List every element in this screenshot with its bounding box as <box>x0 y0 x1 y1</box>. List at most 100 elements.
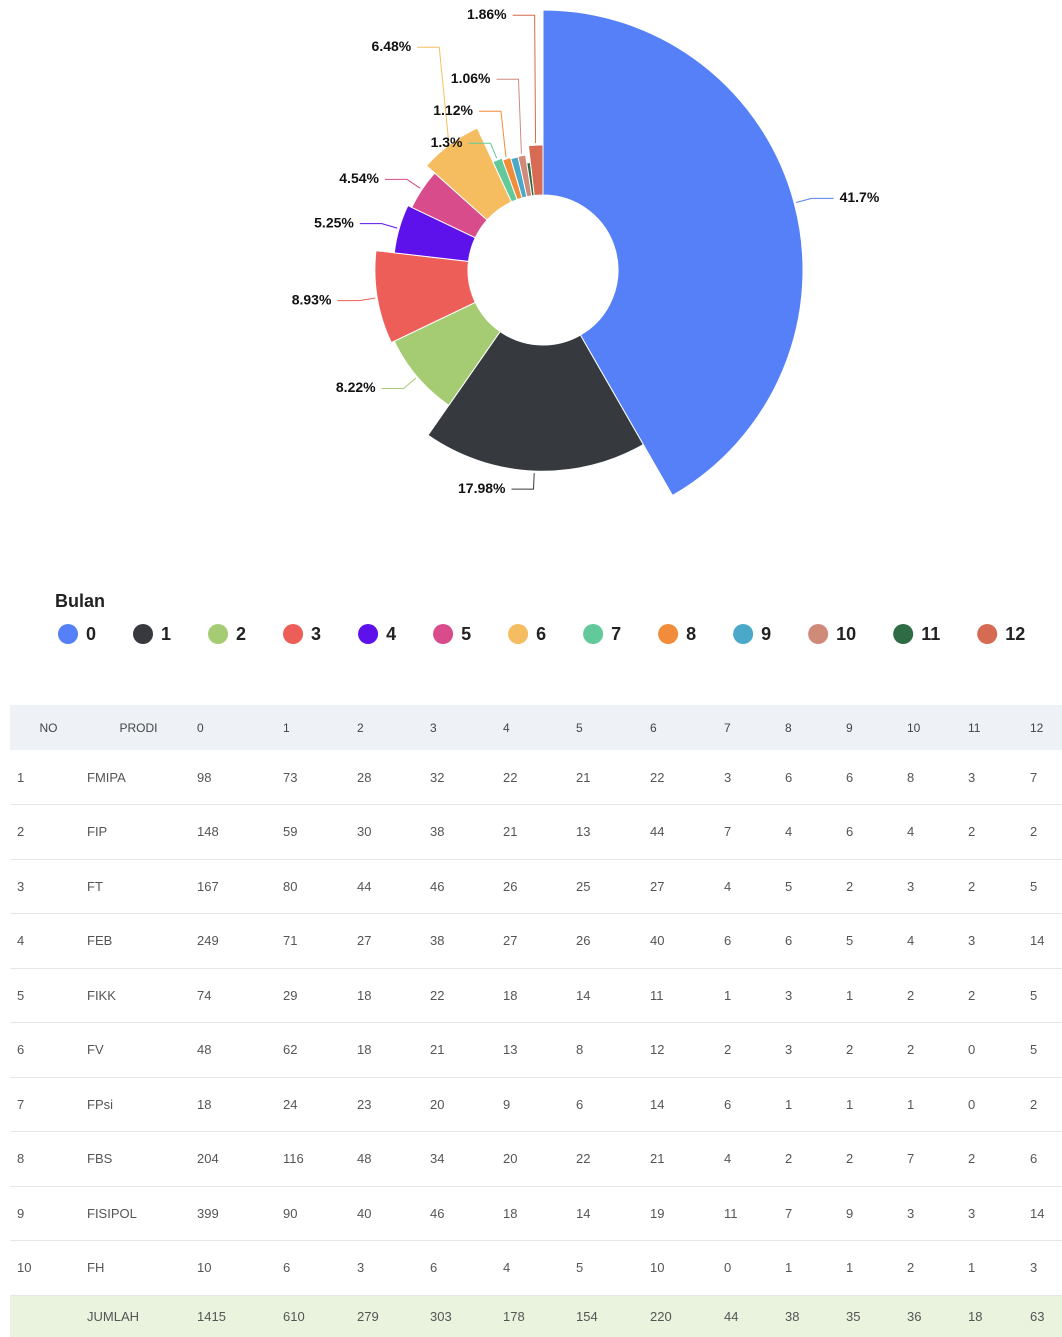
table-row: 1 FMIPA 98 73 28 32 22 21 22 3 6 6 8 3 7 <box>10 750 1062 805</box>
cell: FIKK <box>87 987 116 1003</box>
cell: 20 <box>430 1096 445 1112</box>
cell: 9 <box>846 1205 854 1221</box>
data-label: 8.22% <box>336 379 376 395</box>
cell: FPsi <box>87 1096 113 1112</box>
cell: 8 <box>17 1151 25 1167</box>
cell: 5 <box>576 1260 584 1276</box>
cell: 18 <box>357 987 372 1003</box>
cell: 3 <box>968 769 976 785</box>
legend-label: 8 <box>686 624 696 644</box>
cell: 7 <box>907 1151 915 1167</box>
cell: 26 <box>503 878 518 894</box>
cell: 2 <box>968 878 976 894</box>
cell: 6 <box>576 1096 584 1112</box>
footer-cell: 38 <box>785 1308 800 1324</box>
legend-swatch <box>893 624 914 644</box>
data-label: 4.54% <box>339 170 379 186</box>
cell: 2 <box>1030 1096 1038 1112</box>
cell: 4 <box>503 1260 511 1276</box>
legend-label: 9 <box>761 624 771 644</box>
footer-cell: 610 <box>283 1308 305 1324</box>
cell: 5 <box>17 987 25 1003</box>
cell: 90 <box>283 1205 298 1221</box>
header-cell: 7 <box>724 720 731 735</box>
cell: 5 <box>1030 878 1038 894</box>
cell: 22 <box>503 769 518 785</box>
footer-cell: 303 <box>430 1308 452 1324</box>
data-label: 5.25% <box>314 214 354 230</box>
cell: 44 <box>357 878 372 894</box>
table-row: 7 FPsi 18 24 23 20 9 6 14 6 1 1 1 0 2 <box>10 1077 1062 1132</box>
cell: 9 <box>17 1205 25 1221</box>
cell: 1 <box>846 1096 854 1112</box>
cell: 8 <box>576 1042 584 1058</box>
cell: 6 <box>846 824 854 840</box>
table-row: 2 FIP 148 59 30 38 21 13 44 7 4 6 4 2 2 <box>10 805 1062 859</box>
cell: 167 <box>197 878 219 894</box>
cell: 9 <box>503 1096 511 1112</box>
cell: 1 <box>17 769 25 785</box>
cell: 11 <box>650 987 664 1003</box>
cell: 2 <box>907 1042 915 1058</box>
cell: 40 <box>650 933 665 949</box>
cell: FV <box>87 1042 104 1058</box>
cell: 4 <box>724 878 732 894</box>
table-row: 10 FH 10 6 3 6 4 5 10 0 1 1 2 1 3 <box>10 1241 1062 1295</box>
cell: 19 <box>650 1205 665 1221</box>
cell: 46 <box>430 1205 445 1221</box>
rose-segment <box>527 144 544 197</box>
cell: 21 <box>576 769 591 785</box>
cell: 24 <box>283 1096 298 1112</box>
data-label: 1.86% <box>467 6 507 22</box>
header-cell: 2 <box>357 720 364 735</box>
footer-row: JUMLAH 1415 610 279 303 178 154 220 44 38 35 36 18 63 <box>10 1295 1062 1337</box>
cell: 14 <box>1030 1205 1045 1221</box>
cell: 11 <box>724 1205 738 1221</box>
cell: 59 <box>283 824 298 840</box>
cell: 21 <box>503 824 518 840</box>
cell: 21 <box>430 1042 445 1058</box>
footer-cell: 1415 <box>197 1308 226 1324</box>
cell: 3 <box>968 1205 976 1221</box>
cell: 5 <box>1030 987 1038 1003</box>
cell: 12 <box>650 1042 665 1058</box>
cell: 18 <box>197 1096 212 1112</box>
cell: 40 <box>357 1205 372 1221</box>
cell: 4 <box>17 933 25 949</box>
cell: 2 <box>17 824 25 840</box>
legend-label: 7 <box>611 624 621 644</box>
legend-label: 1 <box>161 624 171 644</box>
cell: 7 <box>785 1205 793 1221</box>
legend-label: 0 <box>86 624 96 644</box>
cell: 98 <box>197 769 212 785</box>
cell: 6 <box>785 933 793 949</box>
cell: 10 <box>197 1260 212 1276</box>
legend-title: Bulan <box>55 591 105 611</box>
rose-segment <box>374 250 477 344</box>
cell: 29 <box>283 987 298 1003</box>
leader-line <box>417 46 450 143</box>
legend-swatch <box>508 624 529 644</box>
data-label: 17.98% <box>458 480 506 496</box>
cell: 3 <box>785 1042 793 1058</box>
footer-cell: 18 <box>968 1308 983 1324</box>
legend-swatch <box>208 624 229 644</box>
cell: 34 <box>430 1151 445 1167</box>
cell: 2 <box>907 1260 915 1276</box>
table-row: 8 FBS 204 116 48 34 20 22 21 4 2 2 7 2 6 <box>10 1132 1062 1186</box>
cell: FBS <box>87 1151 113 1167</box>
header-cell: 8 <box>785 720 792 735</box>
cell: 3 <box>1030 1260 1038 1276</box>
cell: 21 <box>650 1151 665 1167</box>
cell: 0 <box>968 1042 976 1058</box>
cell: FT <box>87 878 103 894</box>
cell: 2 <box>724 1042 732 1058</box>
data-label: 1.12% <box>433 102 473 118</box>
leader-line <box>478 110 507 157</box>
footer-cell: 220 <box>650 1308 672 1324</box>
legend-swatch <box>977 624 998 644</box>
table-row: 4 FEB 249 71 27 38 27 26 40 6 6 5 4 3 14 <box>10 914 1062 968</box>
cell: 2 <box>968 1151 976 1167</box>
cell: 14 <box>650 1096 665 1112</box>
cell: 22 <box>430 987 445 1003</box>
